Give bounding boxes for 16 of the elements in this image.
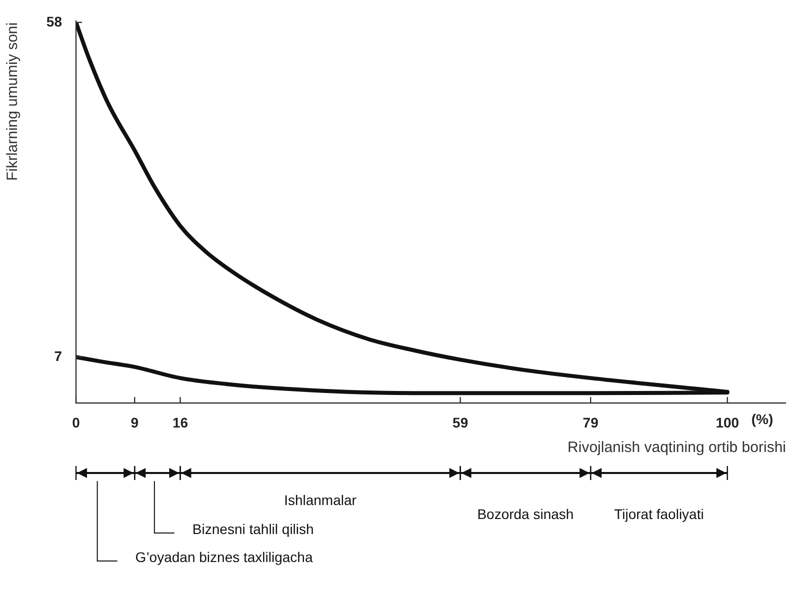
- y-tick-label: 7: [54, 348, 62, 364]
- text: Ishlanmalar: [284, 492, 357, 508]
- text: Tijorat faoliyati: [614, 506, 704, 522]
- text: G’oyadan biznes taxliligacha: [135, 548, 313, 565]
- x-tick-label: 16: [172, 414, 188, 430]
- x-tick-label: 59: [452, 414, 468, 430]
- x-axis-title: Rivojlanish vaqtining ortib borishi: [568, 439, 786, 456]
- text: (%): [751, 410, 774, 427]
- x-tick-label: 79: [582, 414, 599, 430]
- y-axis-title: Fikrlarning umumiy soni: [4, 22, 22, 181]
- text: Bozorda sinash: [477, 506, 574, 522]
- x-tick-label: 0: [72, 414, 80, 430]
- y-tick-label: 58: [46, 13, 62, 30]
- text: Biznesni tahlil qilish: [192, 520, 314, 537]
- x-tick-label: 100: [716, 414, 740, 430]
- x-tick-label: 9: [130, 414, 139, 430]
